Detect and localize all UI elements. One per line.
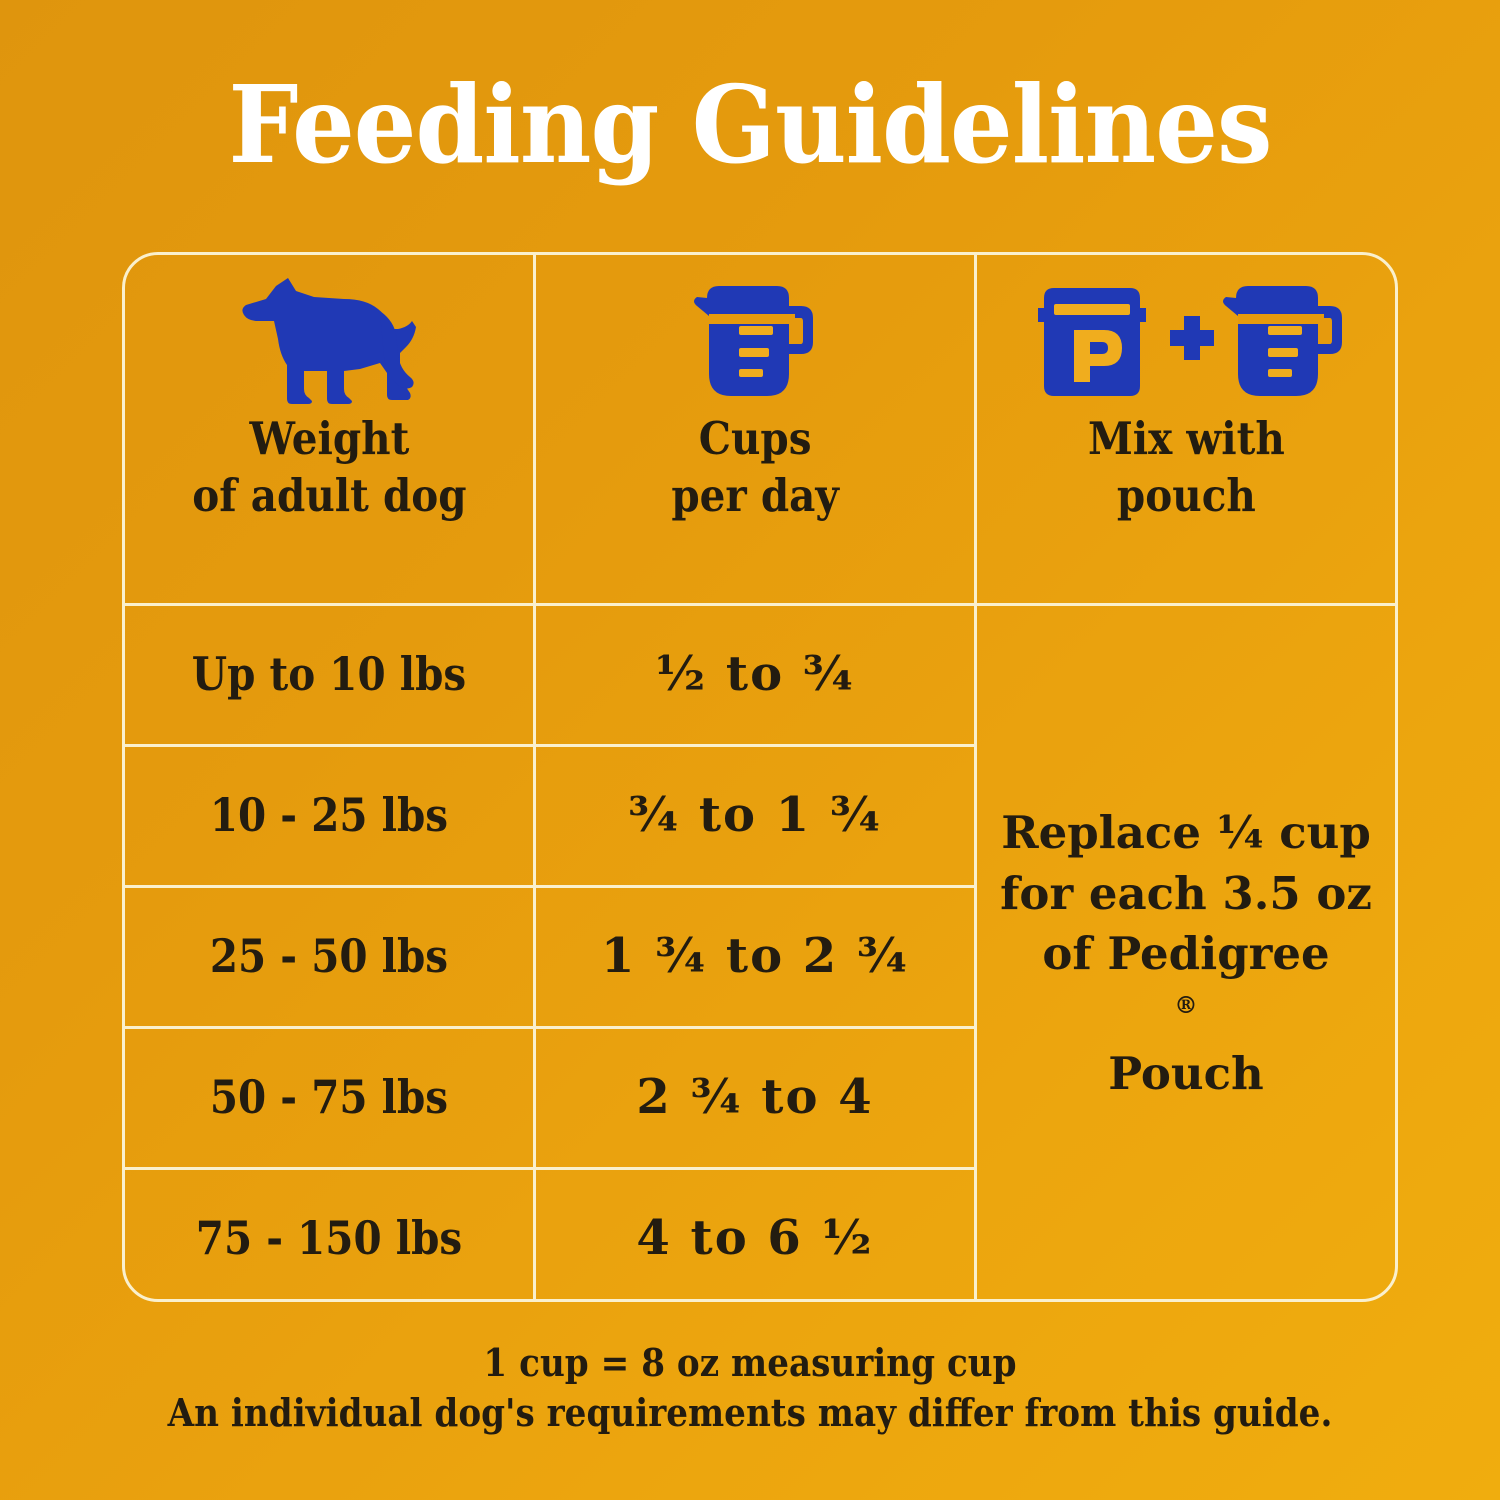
column-divider-1 [533,255,536,1299]
mix-line-2: for each 3.5 oz [1000,866,1372,920]
measuring-cup-icon [691,281,819,401]
page-title: Feeding Guidelines [228,63,1272,188]
table-row: ½ to ¾ [655,645,855,702]
registered-trademark-mark: ® [1174,991,1198,1020]
measuring-cup-icon [1223,286,1342,396]
mix-line-1: Replace ¼ cup [1001,806,1371,860]
mix-line-3: of Pedigree ® [1042,924,1329,1045]
header-cups-line2: per day [671,468,839,522]
table-row: 25 - 50 lbs [209,928,449,983]
table-header-mix-label: Mix with pouch [1088,411,1285,524]
feeding-guidelines-table: Weight of adult dog Cups per day [122,252,1398,1302]
header-divider [125,603,1395,606]
dog-icon [240,278,418,404]
row-divider-3 [125,1026,977,1029]
table-gridlines [125,255,1395,1299]
table-header-cups: Cups per day [536,255,974,603]
table-header-mix: Mix with pouch [977,255,1395,603]
pouch-plus-cup-icon [1030,281,1342,401]
table-row: 2 ¾ to 4 [636,1068,874,1125]
pedigree-pouch-icon [1038,288,1146,396]
header-weight-line2: of adult dog [191,468,467,522]
table-row: 1 ¾ to 2 ¾ [601,927,909,984]
footnote-disclaimer: An individual dog's requirements may dif… [167,1390,1333,1436]
header-mix-line1: Mix with [1087,412,1285,465]
row-divider-1 [125,744,977,747]
header-cups-line1: Cups [698,412,812,465]
table-row: Up to 10 lbs [191,646,467,701]
column-divider-2 [974,255,977,1299]
row-divider-4 [125,1167,977,1170]
table-row: 75 - 150 lbs [195,1210,463,1265]
mix-line-4: Pouch [1108,1047,1264,1101]
row-divider-2 [125,885,977,888]
header-mix-line2: pouch [1116,468,1256,522]
table-header-cups-label: Cups per day [671,411,839,524]
plus-icon [1170,316,1214,360]
table-row: 50 - 75 lbs [209,1069,449,1124]
footnote-cup-equivalence: 1 cup = 8 oz measuring cup [483,1340,1017,1385]
table-row: 10 - 25 lbs [209,787,449,842]
table-header-weight-label: Weight of adult dog [192,411,466,524]
footnotes: 1 cup = 8 oz measuring cup An individual… [75,1338,1425,1438]
mix-with-pouch-cell: Replace ¼ cup for each 3.5 oz of Pedigre… [977,603,1395,1305]
table-row: 4 to 6 ½ [636,1209,874,1266]
mix-line-3-text: of Pedigree [1042,926,1330,980]
header-weight-line1: Weight [249,412,409,465]
table-header-weight: Weight of adult dog [125,255,533,603]
table-row: ¾ to 1 ¾ [628,786,882,843]
